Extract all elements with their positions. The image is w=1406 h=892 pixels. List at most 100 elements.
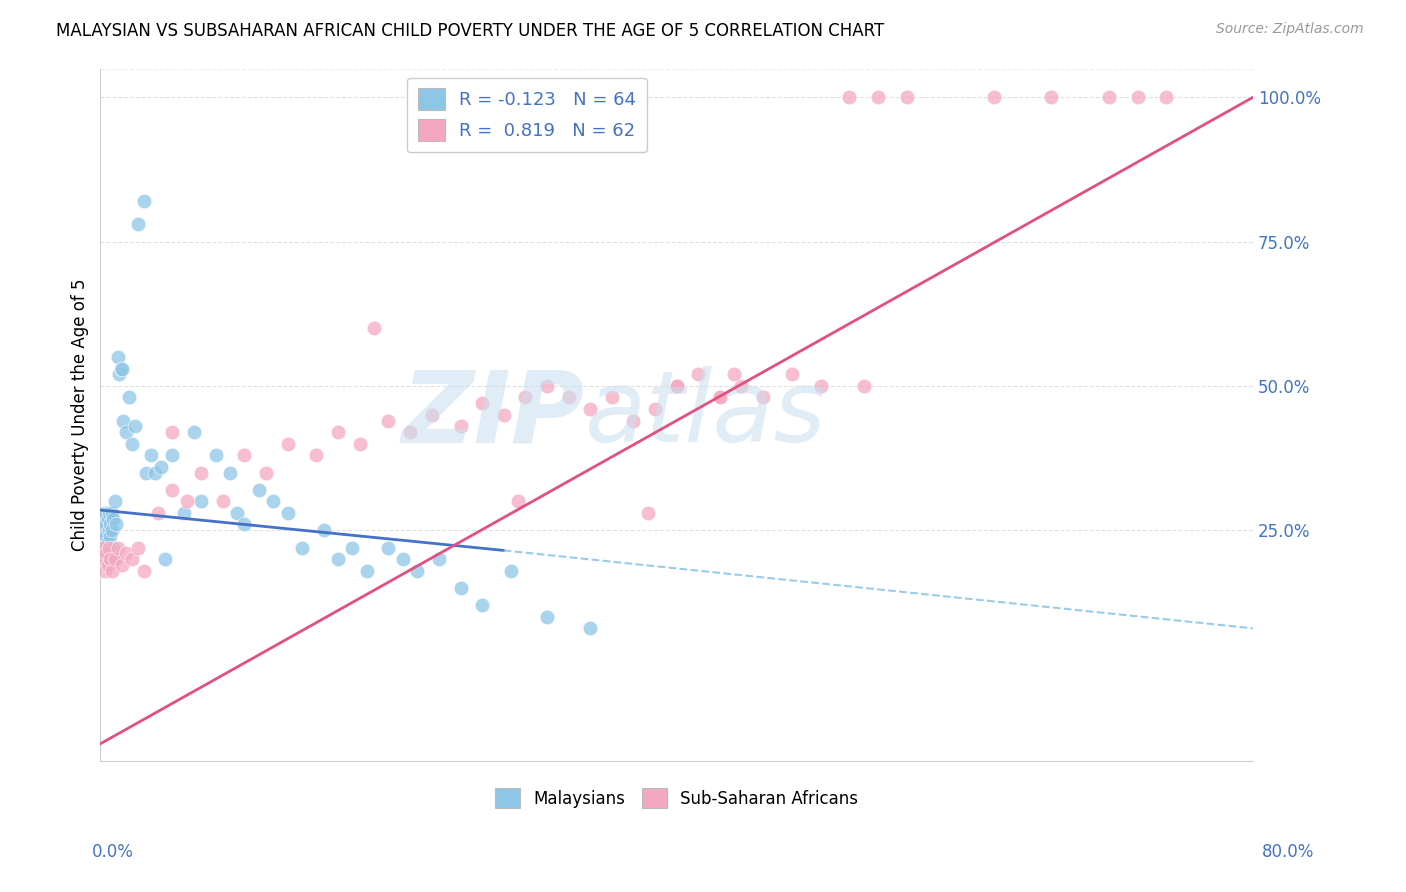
Point	[96, 558, 118, 572]
Point	[211, 494, 233, 508]
Point	[277, 506, 299, 520]
Point	[536, 609, 558, 624]
Point	[868, 90, 890, 104]
Point	[91, 523, 114, 537]
Text: ZIP: ZIP	[401, 367, 585, 463]
Point	[96, 511, 118, 525]
Point	[349, 436, 371, 450]
Point	[98, 546, 121, 560]
Point	[247, 483, 270, 497]
Text: 0.0%: 0.0%	[91, 843, 134, 861]
Legend: Malaysians, Sub-Saharan Africans: Malaysians, Sub-Saharan Africans	[488, 781, 865, 815]
Point	[132, 564, 155, 578]
Point	[723, 368, 745, 382]
Point	[139, 448, 162, 462]
Point	[93, 564, 115, 578]
Point	[94, 517, 117, 532]
Point	[637, 506, 659, 520]
Point	[143, 466, 166, 480]
Point	[377, 413, 399, 427]
Point	[896, 90, 918, 104]
Point	[190, 494, 212, 508]
Point	[93, 506, 115, 520]
Point	[94, 546, 117, 560]
Point	[579, 402, 602, 417]
Point	[536, 379, 558, 393]
Point	[226, 506, 249, 520]
Point	[342, 541, 364, 555]
Point	[162, 448, 184, 462]
Point	[90, 529, 112, 543]
Point	[115, 546, 138, 560]
Point	[377, 541, 399, 555]
Point	[1126, 90, 1149, 104]
Point	[621, 413, 644, 427]
Point	[98, 523, 121, 537]
Point	[162, 425, 184, 439]
Point	[600, 391, 623, 405]
Point	[121, 552, 143, 566]
Point	[146, 506, 169, 520]
Point	[305, 448, 328, 462]
Point	[190, 466, 212, 480]
Point	[450, 581, 472, 595]
Point	[579, 621, 602, 635]
Text: 80.0%: 80.0%	[1263, 843, 1315, 861]
Y-axis label: Child Poverty Under the Age of 5: Child Poverty Under the Age of 5	[72, 278, 89, 551]
Point	[1040, 90, 1063, 104]
Point	[98, 541, 121, 555]
Point	[103, 541, 125, 555]
Point	[162, 483, 184, 497]
Point	[91, 552, 114, 566]
Point	[665, 379, 688, 393]
Point	[132, 194, 155, 209]
Point	[104, 494, 127, 508]
Point	[392, 552, 415, 566]
Point	[173, 506, 195, 520]
Point	[104, 552, 127, 566]
Point	[93, 552, 115, 566]
Point	[135, 466, 157, 480]
Point	[326, 425, 349, 439]
Point	[356, 564, 378, 578]
Point	[90, 517, 112, 532]
Point	[204, 448, 226, 462]
Point	[262, 494, 284, 508]
Point	[153, 552, 176, 566]
Point	[103, 511, 125, 525]
Point	[515, 391, 537, 405]
Point	[810, 379, 832, 393]
Point	[93, 541, 115, 555]
Point	[121, 436, 143, 450]
Point	[277, 436, 299, 450]
Point	[127, 541, 149, 555]
Point	[852, 379, 875, 393]
Point	[983, 90, 1005, 104]
Point	[112, 413, 135, 427]
Point	[91, 511, 114, 525]
Point	[94, 529, 117, 543]
Point	[219, 466, 242, 480]
Point	[399, 425, 422, 439]
Point	[105, 517, 128, 532]
Point	[111, 361, 134, 376]
Point	[101, 523, 124, 537]
Point	[90, 541, 112, 555]
Point	[471, 599, 494, 613]
Text: atlas: atlas	[585, 367, 825, 463]
Point	[326, 552, 349, 566]
Point	[104, 552, 127, 566]
Point	[254, 466, 277, 480]
Point	[838, 90, 860, 104]
Point	[96, 534, 118, 549]
Point	[709, 391, 731, 405]
Point	[312, 523, 335, 537]
Point	[111, 558, 134, 572]
Point	[107, 541, 129, 555]
Point	[427, 552, 450, 566]
Point	[688, 368, 710, 382]
Point	[1156, 90, 1178, 104]
Point	[149, 459, 172, 474]
Point	[363, 321, 385, 335]
Point	[492, 408, 515, 422]
